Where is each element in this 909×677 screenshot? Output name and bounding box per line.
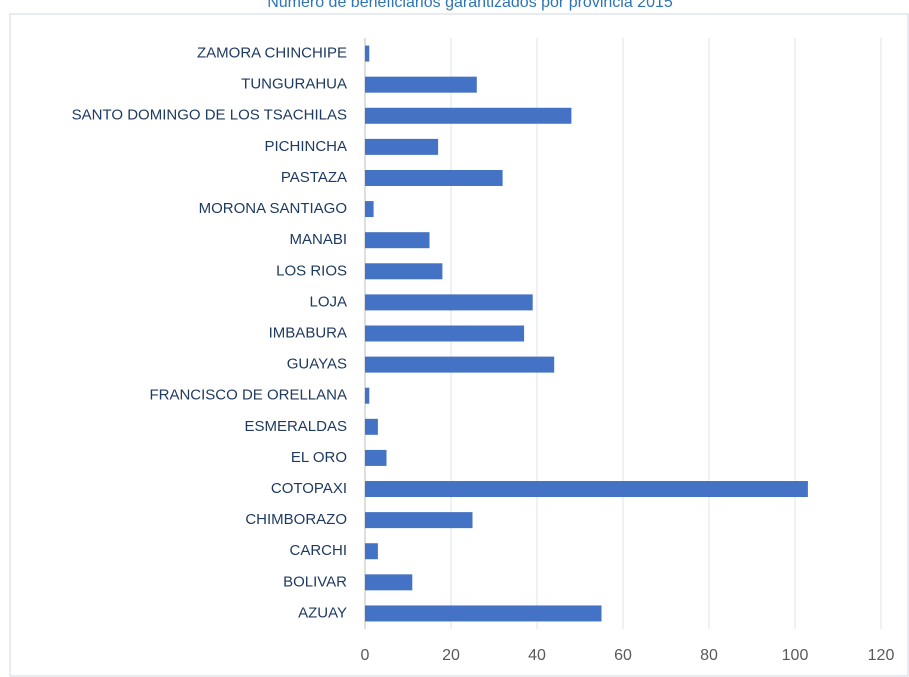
y-tick-label: SANTO DOMINGO DE LOS TSACHILAS — [72, 107, 347, 124]
chart-title: Número de beneficiarios garantizados por… — [267, 0, 673, 11]
x-tick-label: 0 — [361, 647, 370, 664]
bar — [365, 232, 430, 249]
bar — [365, 263, 443, 280]
y-tick-label: MORONA SANTIAGO — [199, 200, 347, 217]
bar — [365, 512, 473, 529]
bar — [365, 605, 602, 622]
y-tick-label: CARCHI — [289, 542, 347, 559]
y-tick-label: IMBABURA — [269, 324, 347, 341]
y-tick-label: PASTAZA — [281, 169, 347, 186]
y-tick-label: CHIMBORAZO — [245, 511, 347, 528]
chart-frame — [9, 13, 909, 677]
bar — [365, 169, 503, 186]
bar — [365, 356, 555, 373]
x-tick-label: 80 — [700, 647, 718, 664]
bar — [365, 45, 370, 62]
bar — [365, 138, 439, 155]
y-tick-label: COTOPAXI — [271, 480, 347, 497]
bar — [365, 387, 370, 404]
y-tick-label: LOS RIOS — [276, 262, 347, 279]
y-tick-label: FRANCISCO DE ORELLANA — [149, 387, 347, 404]
bar — [365, 294, 533, 311]
y-tick-label: ZAMORA CHINCHIPE — [197, 45, 347, 62]
bar — [365, 449, 387, 466]
y-tick-label: TUNGURAHUA — [241, 76, 347, 93]
bar — [365, 543, 378, 560]
x-tick-label: 60 — [614, 647, 632, 664]
y-tick-label: ESMERALDAS — [244, 418, 347, 435]
bar — [365, 76, 477, 93]
bar — [365, 418, 378, 435]
y-tick-label: AZUAY — [298, 604, 347, 621]
x-tick-label: 100 — [782, 647, 809, 664]
y-tick-label: MANABI — [289, 231, 347, 248]
y-tick-label: GUAYAS — [287, 356, 347, 373]
x-tick-label: 40 — [528, 647, 546, 664]
bar — [365, 325, 525, 342]
bar — [365, 201, 374, 218]
bar — [365, 107, 572, 124]
y-tick-label: LOJA — [309, 293, 347, 310]
bar — [365, 574, 413, 591]
x-tick-label: 20 — [442, 647, 460, 664]
bar — [365, 481, 808, 498]
y-tick-label: PICHINCHA — [264, 138, 347, 155]
x-tick-label: 120 — [868, 647, 895, 664]
y-tick-label: EL ORO — [291, 449, 347, 466]
y-tick-label: BOLIVAR — [283, 573, 347, 590]
